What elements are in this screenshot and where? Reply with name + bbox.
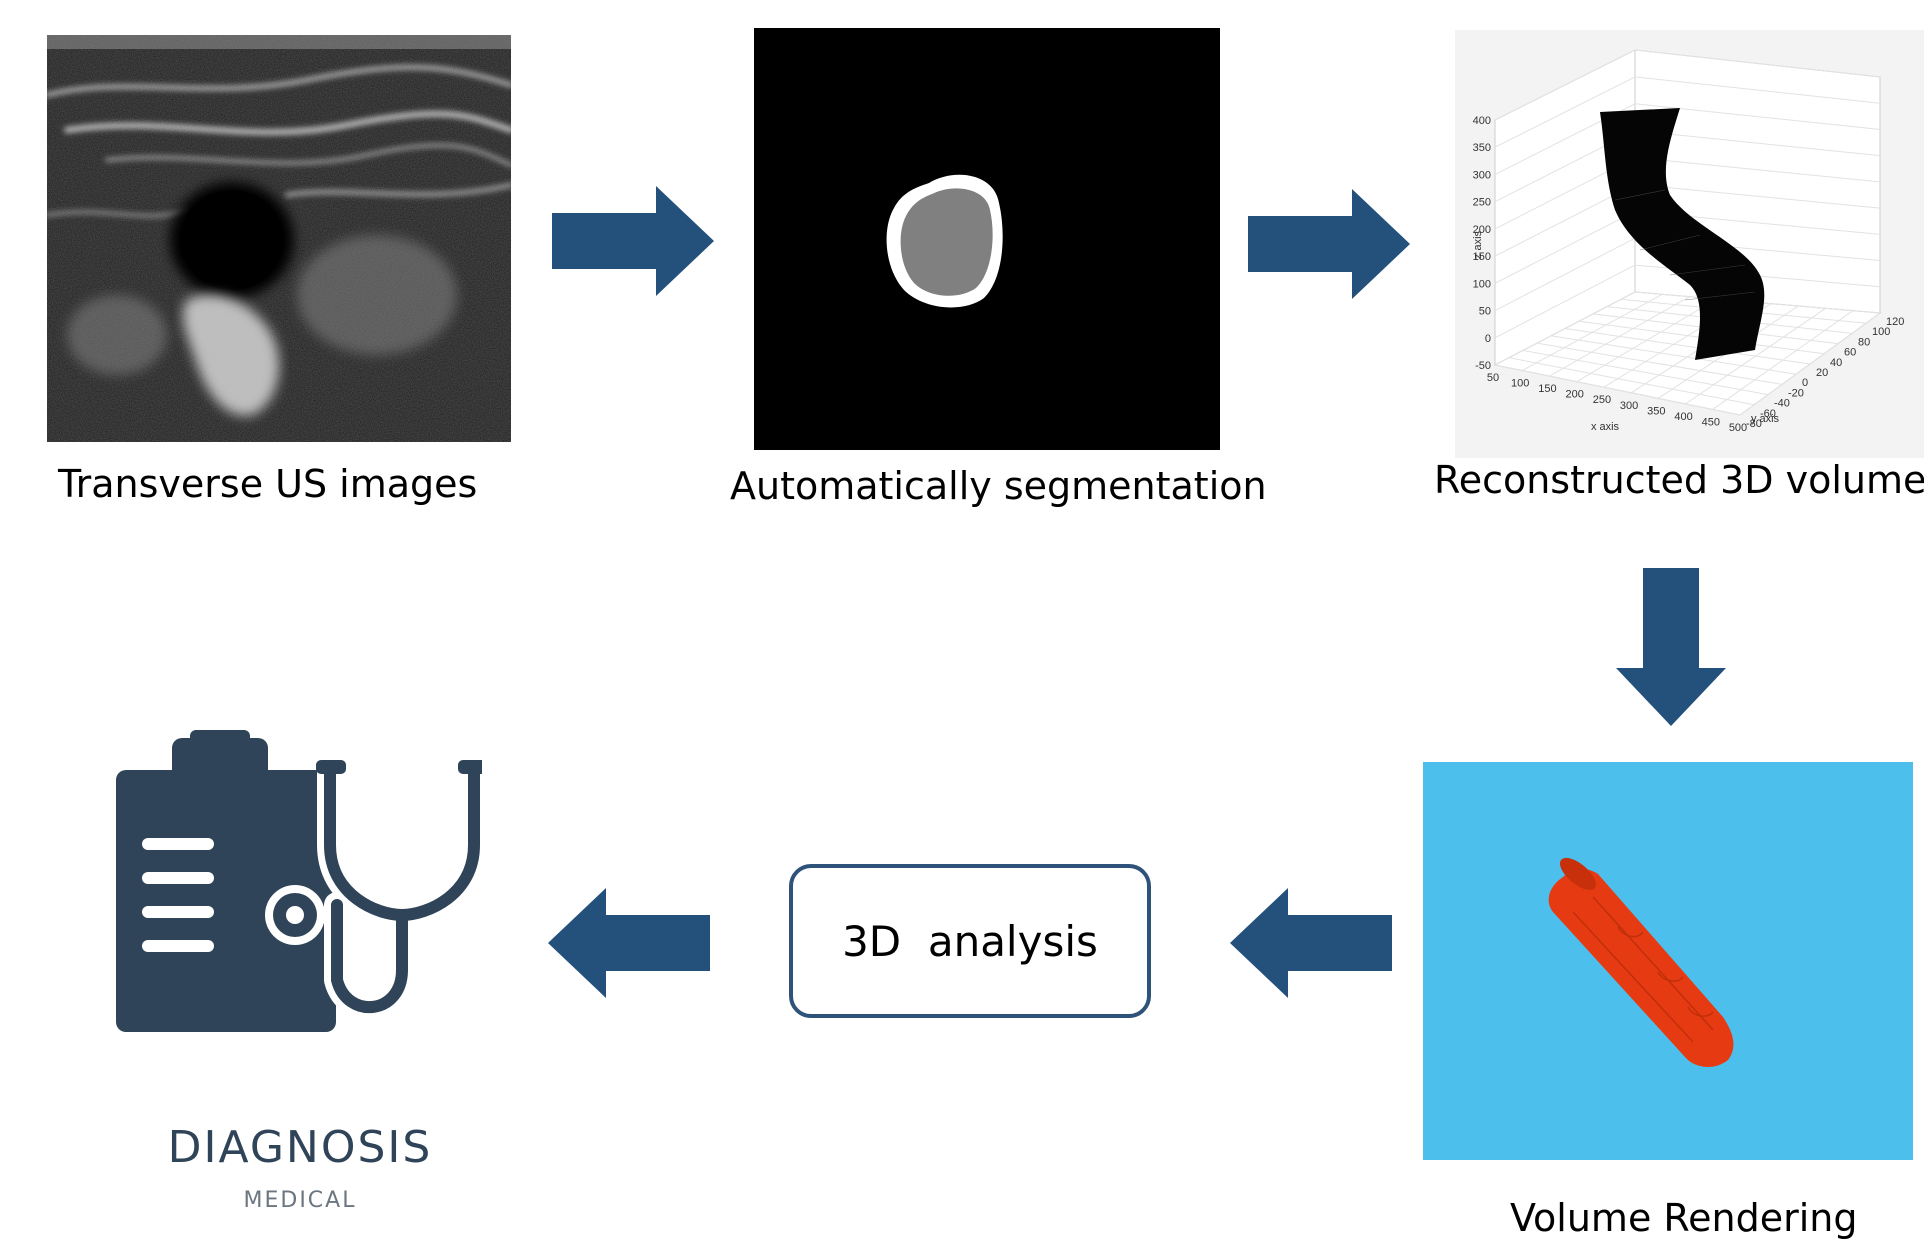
grid-line — [1634, 183, 1881, 209]
y-tick-label: -60 — [1760, 408, 1776, 420]
caption-reconstructed: Reconstructed 3D volume — [1434, 458, 1924, 502]
diagnosis-subtitle: MEDICAL — [243, 1188, 357, 1213]
grid-line — [1522, 349, 1769, 396]
x-tick-label: 100 — [1511, 378, 1529, 390]
y-axis-label: y axis — [1751, 413, 1780, 425]
analysis-label: 3D analysis — [842, 916, 1098, 966]
arrow-left-icon — [548, 888, 710, 998]
z-tick-label: 300 — [1473, 169, 1491, 181]
grid-line — [1634, 103, 1881, 130]
y-tick-label: 60 — [1844, 347, 1856, 359]
arrow-left-icon — [1230, 888, 1392, 998]
z-tick-label: 400 — [1473, 115, 1491, 127]
z-axis-label: z axis — [1472, 230, 1484, 259]
caption-segmentation: Automatically segmentation — [730, 464, 1267, 508]
x-tick-label: 250 — [1593, 394, 1611, 406]
x-tick-label: 300 — [1620, 400, 1638, 412]
grid-line — [1634, 157, 1881, 183]
y-tick-label: 20 — [1816, 367, 1828, 379]
z-tick-label: 150 — [1473, 251, 1491, 263]
z-tick-label: 0 — [1485, 333, 1491, 345]
z-tick-label: 100 — [1473, 278, 1491, 290]
reconstruction-plot: 400 350 300 250 200 150 100 50 0 -50 50 100 150 200 2… — [1455, 30, 1924, 458]
z-tick-label: 200 — [1473, 224, 1491, 236]
grid-line — [1564, 328, 1811, 365]
x-tick-label: 150 — [1538, 383, 1556, 395]
caption-transverse-us: Transverse US images — [58, 462, 478, 506]
x-tick-label: 200 — [1566, 389, 1584, 401]
ultrasound-image — [47, 35, 511, 442]
z-tick-label: 50 — [1479, 306, 1491, 318]
grid-line — [1494, 264, 1636, 339]
grid-line — [1494, 364, 1741, 416]
y-tick-label: -40 — [1774, 398, 1790, 410]
y-tick-label: 40 — [1830, 357, 1842, 369]
z-tick-label: 350 — [1473, 142, 1491, 154]
x-axis-label: x axis — [1591, 421, 1620, 433]
diagnosis-clipboard-stethoscope-icon — [112, 730, 482, 1035]
y-tick-label: 100 — [1872, 326, 1890, 338]
grid-line — [1634, 49, 1881, 78]
z-tick-label: -50 — [1475, 360, 1491, 372]
arrow-down-icon — [1616, 568, 1726, 726]
grid-line — [1536, 342, 1783, 385]
volume-rendering-image — [1423, 762, 1913, 1160]
y-tick-label: 120 — [1886, 316, 1904, 328]
x-tick-label: 500 — [1729, 422, 1747, 434]
x-tick-label: 450 — [1702, 416, 1720, 428]
grid-line — [1634, 76, 1881, 104]
z-tick-label: 250 — [1473, 197, 1491, 209]
x-tick-label: 350 — [1647, 405, 1665, 417]
arrow-right-icon — [1248, 189, 1410, 299]
y-tick-label: -80 — [1746, 418, 1762, 430]
diagnosis-title: DIAGNOSIS — [167, 1122, 433, 1173]
y-tick-label: 80 — [1858, 336, 1870, 348]
grid-line — [1634, 130, 1881, 157]
caption-volume-rendering: Volume Rendering — [1510, 1196, 1858, 1240]
grid-line — [1494, 237, 1636, 311]
grid-line — [1550, 335, 1797, 375]
x-tick-label: 400 — [1674, 411, 1692, 423]
x-tick-label: 50 — [1487, 372, 1499, 384]
segmentation-image — [754, 28, 1220, 450]
y-tick-label: 0 — [1802, 377, 1808, 389]
grid-line — [1508, 357, 1755, 406]
grid-line — [1494, 76, 1636, 148]
grid-line — [1494, 210, 1636, 284]
arrow-right-icon — [552, 186, 714, 296]
y-tick-label: -20 — [1788, 387, 1804, 399]
grid-line — [1494, 49, 1636, 121]
analysis-box: 3D analysis — [789, 864, 1151, 1018]
